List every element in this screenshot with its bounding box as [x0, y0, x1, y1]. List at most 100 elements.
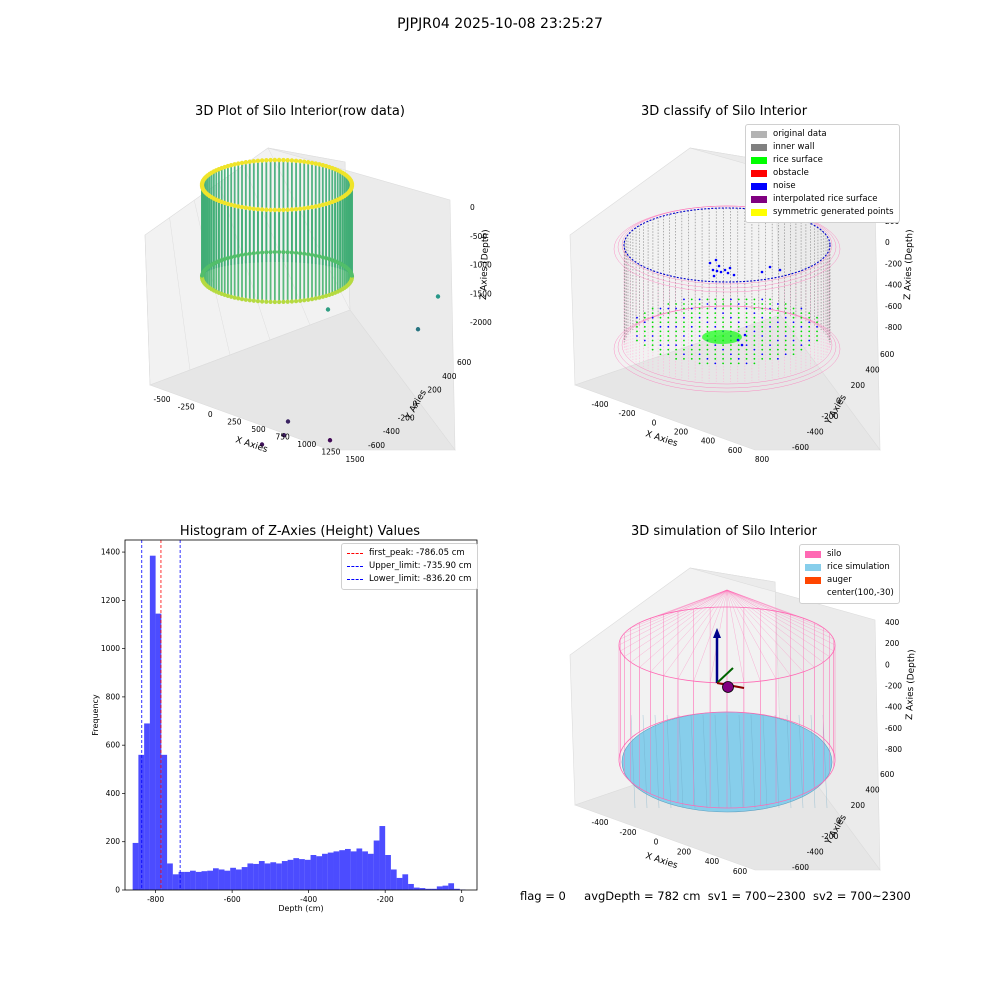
rim-point-73	[236, 161, 241, 166]
z-tick-3: -200	[885, 682, 902, 691]
surface-point-113	[706, 344, 709, 347]
silo-roof-line-4	[726, 589, 815, 668]
noise-point-3	[723, 268, 727, 272]
z-axis-label: Z Axies (Depth)	[905, 649, 917, 720]
base-point-25	[285, 299, 290, 304]
surface-point-71	[683, 348, 685, 351]
rice-mesh-7	[714, 714, 720, 809]
surface-point-38	[667, 316, 670, 319]
rice-mesh-4	[678, 714, 684, 809]
base-point-18	[313, 296, 318, 301]
rice-mesh-9	[738, 714, 744, 809]
y-tick-4: 200	[851, 801, 866, 810]
y-tick-6: 600	[457, 358, 472, 367]
noise-point-11	[778, 268, 782, 272]
surface-point-137	[722, 316, 724, 319]
surface-point-50	[675, 316, 678, 319]
surface-point-3	[636, 330, 638, 333]
histogram-bar-45	[390, 869, 397, 890]
surface-point-57	[675, 348, 678, 351]
rice-mesh-3	[666, 714, 672, 809]
surface-point-116	[706, 357, 709, 360]
surface-point-66	[683, 325, 685, 328]
surface-point-212	[761, 316, 764, 319]
surface-point-194	[753, 303, 756, 305]
surface-point-275	[800, 321, 803, 324]
histogram-bar-2	[144, 723, 150, 890]
y-tick-6: 600	[880, 350, 895, 359]
x-tick-6: 800	[755, 455, 770, 464]
y-tick-1: -400	[807, 428, 824, 437]
surface-point-33	[659, 348, 662, 351]
surface-point-272	[800, 307, 803, 310]
x-tick-2: 0	[654, 838, 659, 847]
surface-point-259	[784, 348, 787, 351]
surface-point-124	[714, 325, 717, 328]
surface-point-89	[698, 303, 701, 305]
surface-point-102	[698, 362, 701, 365]
surface-point-281	[800, 348, 803, 351]
surface-point-246	[776, 348, 779, 351]
legend-swatch	[805, 590, 821, 597]
rice-mesh-14	[798, 714, 804, 809]
base-point-69	[222, 256, 227, 262]
surface-point-20	[651, 335, 654, 337]
surface-point-54	[675, 335, 678, 337]
surface-point-19	[651, 330, 654, 333]
legend-item-5: interpolated rice surface	[751, 193, 894, 206]
surface-point-227	[769, 321, 771, 324]
surface-point-24	[659, 307, 662, 310]
surface-point-285	[808, 325, 811, 328]
surface-point-253	[784, 321, 787, 324]
x-axis-label: Depth (cm)	[278, 904, 323, 913]
noise-point-9	[743, 333, 747, 337]
histogram-bar-56	[454, 888, 460, 890]
surface-point-289	[808, 344, 811, 347]
surface-point-254	[784, 325, 787, 328]
surface-point-173	[737, 344, 740, 347]
surface-point-73	[683, 357, 685, 360]
base-point-90	[306, 252, 311, 257]
surface-point-192	[745, 362, 748, 365]
base-point-17	[317, 295, 322, 300]
histogram-bar-22	[258, 861, 265, 890]
surface-point-133	[722, 298, 724, 301]
base-point-32	[255, 299, 261, 304]
surface-point-237	[776, 307, 779, 310]
x-tick-8: 1500	[345, 455, 364, 464]
surface-point-205	[753, 353, 756, 356]
surface-point-164	[737, 303, 740, 305]
silo-roof-line-3	[726, 589, 824, 663]
base-point-19	[309, 297, 315, 302]
simulation-legend: silo rice simulation auger center(100,-30)	[799, 544, 900, 604]
surface-point-4	[636, 335, 638, 337]
base-point-14	[327, 292, 332, 298]
surface-point-180	[745, 307, 748, 310]
surface-point-248	[776, 357, 779, 360]
surface-point-107	[706, 316, 709, 319]
surface-point-226	[769, 316, 771, 319]
surface-point-147	[722, 362, 724, 365]
surface-point-199	[753, 325, 756, 328]
x-tick-6: 1000	[297, 440, 316, 449]
base-point-95	[324, 256, 329, 261]
x-tick-labels: -400 -200 0 200 400 600	[591, 818, 747, 876]
legend-item-1: inner wall	[751, 141, 894, 154]
histogram-bar-12	[201, 871, 208, 890]
silo-roof-line-2	[726, 589, 830, 657]
silo-wireframe	[618, 589, 836, 809]
surface-point-207	[753, 362, 756, 365]
y-tick-0: 0	[115, 886, 120, 895]
surface-point-7	[643, 316, 646, 319]
surface-point-10	[643, 330, 646, 333]
rim-point-33	[251, 206, 257, 211]
surface-point-22	[651, 344, 654, 347]
legend-swatch	[751, 170, 767, 177]
surface-point-37	[667, 312, 670, 315]
rim-point-28	[272, 207, 278, 213]
x-tick-2: -400	[300, 895, 317, 904]
silo-roof-line-38	[726, 589, 830, 634]
rice-mesh-11	[762, 714, 768, 809]
y-tick-5: 400	[865, 786, 880, 795]
silo-roof-line-31	[726, 589, 745, 608]
